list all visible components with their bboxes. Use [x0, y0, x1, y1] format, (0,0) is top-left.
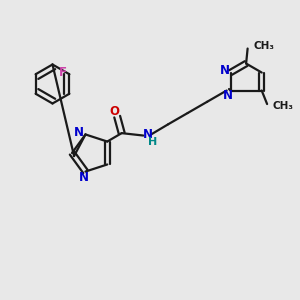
Text: CH₃: CH₃: [272, 101, 293, 111]
Text: N: N: [220, 64, 230, 76]
Text: N: N: [223, 89, 233, 102]
Text: H: H: [148, 136, 157, 146]
Text: O: O: [109, 105, 119, 118]
Text: N: N: [143, 128, 153, 141]
Text: N: N: [79, 171, 89, 184]
Text: N: N: [74, 127, 84, 140]
Text: CH₃: CH₃: [253, 41, 274, 51]
Text: F: F: [59, 66, 67, 79]
